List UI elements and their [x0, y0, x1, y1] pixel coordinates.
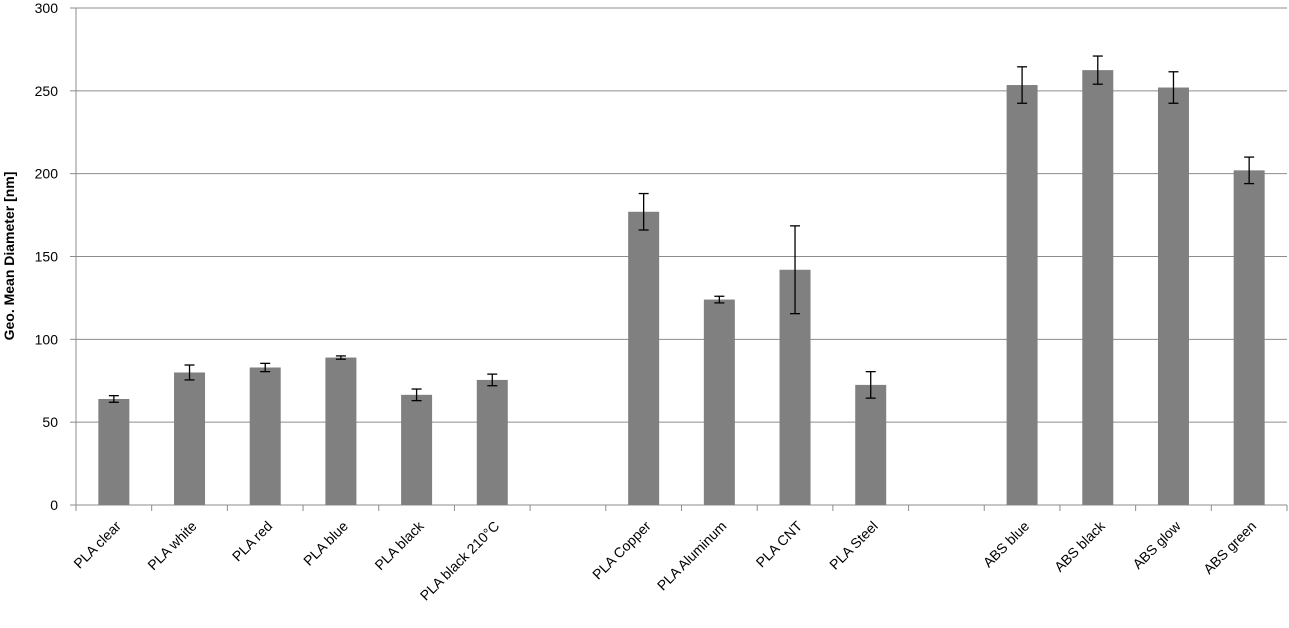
y-tick-label: 100	[35, 331, 59, 347]
bar	[1233, 170, 1265, 505]
bar	[1157, 87, 1189, 506]
x-tick-label: PLA red	[229, 518, 276, 565]
y-tick-label: 250	[35, 83, 59, 99]
y-tick-label: 150	[35, 249, 59, 265]
bar	[855, 384, 887, 505]
x-tick-label: PLA CNT	[753, 517, 806, 570]
y-tick-label: 0	[50, 497, 58, 513]
bar	[325, 357, 357, 505]
bar	[174, 372, 206, 505]
x-tick-label: ABS black	[1051, 517, 1109, 575]
x-tick-label: PLA Steel	[826, 518, 881, 573]
bar	[628, 211, 660, 505]
bar	[703, 299, 735, 505]
y-tick-label: 200	[35, 166, 59, 182]
x-tick-label: PLA clear	[70, 518, 124, 572]
bar	[1006, 85, 1038, 505]
x-tick-label: ABS glow	[1129, 517, 1184, 572]
x-tick-label: PLA white	[144, 518, 199, 573]
bar	[249, 367, 281, 505]
y-tick-label: 300	[35, 0, 59, 16]
y-tick-label: 50	[42, 414, 58, 430]
bar	[98, 398, 130, 505]
x-tick-label: ABS blue	[980, 518, 1033, 571]
x-tick-label: PLA Aluminum	[654, 518, 730, 594]
x-tick-label: PLA black	[371, 517, 427, 573]
y-axis-label: Geo. Mean Diameter [nm]	[1, 172, 17, 341]
x-tick-label: PLA Copper	[589, 518, 654, 583]
x-tick-label: PLA black 210°C	[417, 518, 503, 604]
bar	[476, 379, 508, 505]
x-tick-label: PLA blue	[300, 518, 351, 569]
bar	[1082, 70, 1114, 505]
x-tick-label: ABS green	[1200, 518, 1259, 577]
bar	[401, 394, 433, 505]
